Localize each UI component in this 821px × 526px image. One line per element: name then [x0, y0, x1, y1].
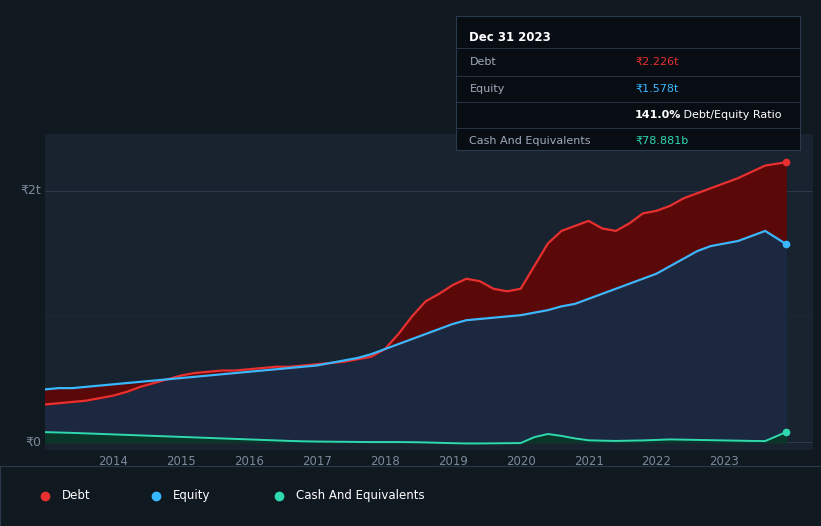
Text: Cash And Equivalents: Cash And Equivalents: [296, 489, 424, 502]
Text: Debt: Debt: [62, 489, 90, 502]
Text: Debt: Debt: [470, 57, 496, 67]
Text: 141.0%: 141.0%: [635, 110, 681, 120]
Text: ₹1.578t: ₹1.578t: [635, 84, 678, 94]
Text: Cash And Equivalents: Cash And Equivalents: [470, 136, 591, 146]
Text: ₹2t: ₹2t: [21, 184, 41, 197]
Text: Dec 31 2023: Dec 31 2023: [470, 31, 551, 44]
Text: ₹0: ₹0: [25, 436, 41, 449]
Text: Equity: Equity: [172, 489, 210, 502]
Text: ₹2.226t: ₹2.226t: [635, 57, 678, 67]
Text: Equity: Equity: [470, 84, 505, 94]
Text: ₹78.881b: ₹78.881b: [635, 136, 688, 146]
Text: Debt/Equity Ratio: Debt/Equity Ratio: [680, 110, 782, 120]
